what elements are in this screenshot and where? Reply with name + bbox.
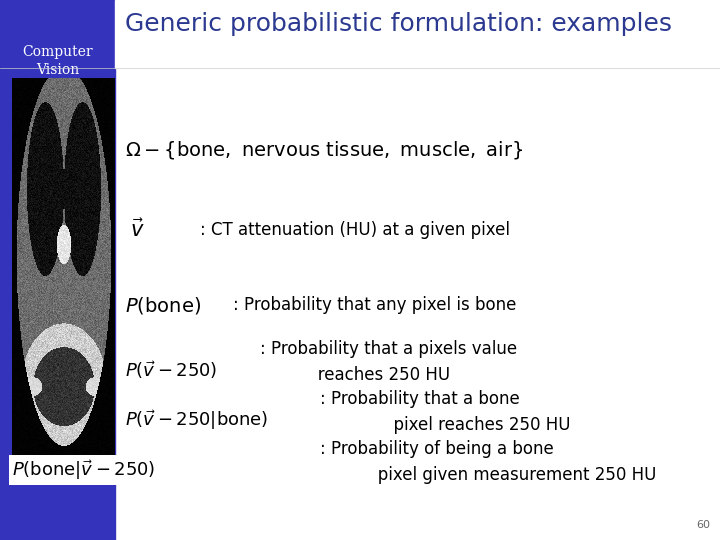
Text: $P(\vec{v} - 250|\mathrm{bone})$: $P(\vec{v} - 250|\mathrm{bone})$ [125,408,269,432]
Text: : Probability of being a bone
           pixel given measurement 250 HU: : Probability of being a bone pixel give… [320,441,657,483]
Bar [115,0,720,68]
Text: $P(\mathrm{bone})$: $P(\mathrm{bone})$ [125,294,201,315]
Bar [0,0,115,540]
Text: $P(\mathrm{bone}|\vec{v} - 250)$: $P(\mathrm{bone}|\vec{v} - 250)$ [12,458,156,482]
Text: 60: 60 [696,520,710,530]
Text: : Probability that any pixel is bone: : Probability that any pixel is bone [233,296,516,314]
Text: : Probability that a bone
              pixel reaches 250 HU: : Probability that a bone pixel reaches … [320,390,570,434]
Text: $\vec{v}$: $\vec{v}$ [130,219,145,241]
Text: Computer
Vision: Computer Vision [22,45,93,77]
Text: : CT attenuation (HU) at a given pixel: : CT attenuation (HU) at a given pixel [200,221,510,239]
Text: $\Omega - \{\mathrm{bone,\ nervous\ tissue,\ muscle,\ air}\}$: $\Omega - \{\mathrm{bone,\ nervous\ tiss… [125,139,523,161]
Text: : Probability that a pixels value
           reaches 250 HU: : Probability that a pixels value reache… [260,341,517,383]
Text: Generic probabilistic formulation: examples: Generic probabilistic formulation: examp… [125,12,672,36]
Text: $P(\vec{v} - 250)$: $P(\vec{v} - 250)$ [125,359,217,381]
